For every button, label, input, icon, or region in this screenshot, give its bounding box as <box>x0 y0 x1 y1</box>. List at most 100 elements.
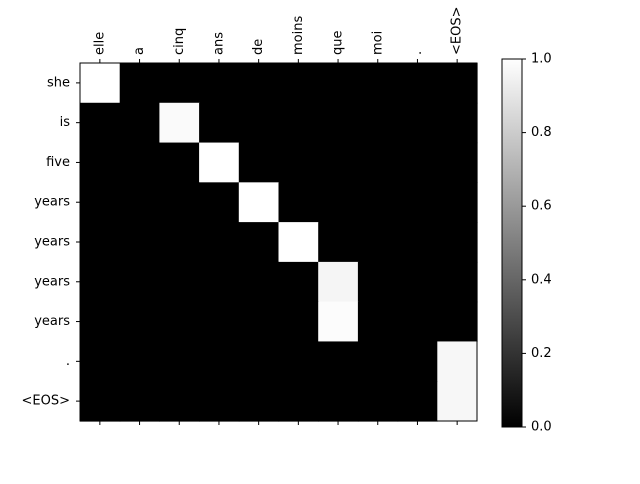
colorbar-tick-label: 0.6 <box>531 199 552 214</box>
heatmap-cell <box>159 63 200 104</box>
heatmap-cell <box>119 381 160 422</box>
heatmap-cell <box>238 381 280 422</box>
heatmap-cell <box>357 142 399 183</box>
x-tick-label: elle <box>92 32 107 55</box>
x-tick-label: . <box>410 51 425 55</box>
heatmap-cell <box>437 261 478 303</box>
heatmap-cell <box>437 63 478 104</box>
heatmap-cell <box>397 301 438 343</box>
y-tick-label: years <box>34 235 70 250</box>
heatmap-cell <box>318 102 359 144</box>
heatmap-cell <box>397 261 438 303</box>
heatmap-cell <box>437 341 478 382</box>
heatmap-cell <box>159 381 200 422</box>
heatmap-cell <box>80 301 121 343</box>
heatmap-cell <box>159 102 200 144</box>
heatmap-cell <box>80 102 121 144</box>
heatmap-cells <box>80 63 478 422</box>
heatmap-cell <box>238 301 280 343</box>
y-tick-label: <EOS> <box>22 394 70 409</box>
heatmap-cell <box>437 301 478 343</box>
x-tick-label: moins <box>291 16 306 55</box>
y-tick-label: years <box>34 274 70 289</box>
heatmap-cell <box>238 63 280 104</box>
heatmap-cell <box>199 301 240 343</box>
heatmap-cell <box>357 341 399 382</box>
colorbar-tick-label: 0.4 <box>531 272 552 287</box>
heatmap-cell <box>238 182 280 223</box>
heatmap-cell <box>199 142 240 183</box>
x-tick-label: cinq <box>172 28 187 55</box>
heatmap-cell <box>80 63 121 104</box>
heatmap-cell <box>278 261 319 303</box>
y-axis: she is five years years years years. <EOS> <box>22 75 80 409</box>
heatmap-cell <box>119 142 160 183</box>
heatmap-cell <box>238 222 280 263</box>
colorbar-tick-label: 0.2 <box>531 346 552 361</box>
heatmap-cell <box>80 182 121 223</box>
heatmap-cell <box>318 341 359 382</box>
heatmap-cell <box>278 102 319 144</box>
colorbar-tick-label: 0.8 <box>531 125 552 140</box>
heatmap-cell <box>397 381 438 422</box>
heatmap-cell <box>397 102 438 144</box>
heatmap-cell <box>199 341 240 382</box>
y-tick-label: five <box>46 155 70 170</box>
heatmap-cell <box>437 222 478 263</box>
heatmap-cell <box>159 142 200 183</box>
x-tick-label: <EOS> <box>450 7 465 55</box>
heatmap-cell <box>80 222 121 263</box>
heatmap-cell <box>357 63 399 104</box>
colorbar-ticks: 0.0 0.2 0.4 0.6 0.8 1.0 <box>522 52 552 435</box>
x-tick-label: de <box>251 39 266 55</box>
heatmap-cell <box>119 261 160 303</box>
colorbar-tick-label: 1.0 <box>531 52 552 67</box>
heatmap-cell <box>80 142 121 183</box>
colorbar: 0.0 0.2 0.4 0.6 0.8 1.0 <box>501 52 552 435</box>
x-tick-label: moi <box>370 31 385 55</box>
heatmap-cell <box>278 381 319 422</box>
heatmap-cell <box>357 222 399 263</box>
y-tick-label: . <box>66 354 70 369</box>
heatmap-cell <box>437 142 478 183</box>
heatmap-cell <box>119 182 160 223</box>
x-tick-label: ans <box>211 32 226 55</box>
heatmap-cell <box>199 182 240 223</box>
heatmap-cell <box>318 301 359 343</box>
heatmap-cell <box>80 261 121 303</box>
heatmap-cell <box>199 381 240 422</box>
heatmap-cell <box>318 142 359 183</box>
x-axis-bottom-ticks <box>99 421 458 425</box>
heatmap-cell <box>238 142 280 183</box>
heatmap-cell <box>437 102 478 144</box>
heatmap-cell <box>119 102 160 144</box>
heatmap-cell <box>278 63 319 104</box>
heatmap-cell <box>80 341 121 382</box>
heatmap-cell <box>397 341 438 382</box>
heatmap-cell <box>199 222 240 263</box>
heatmap-cell <box>238 102 280 144</box>
heatmap-cell <box>437 381 478 422</box>
heatmap-cell <box>199 102 240 144</box>
heatmap-cell <box>318 381 359 422</box>
heatmap-cell <box>159 182 200 223</box>
heatmap-cell <box>397 142 438 183</box>
y-tick-label: is <box>60 115 71 130</box>
heatmap-cell <box>238 341 280 382</box>
y-tick-label: years <box>34 314 70 329</box>
heatmap-cell <box>318 63 359 104</box>
heatmap-cell <box>278 301 319 343</box>
heatmap-cell <box>199 63 240 104</box>
heatmap-cell <box>397 182 438 223</box>
heatmap-cell <box>357 102 399 144</box>
heatmap-cell <box>318 182 359 223</box>
heatmap-cell <box>357 261 399 303</box>
heatmap-cell <box>278 222 319 263</box>
heatmap-cell <box>238 261 280 303</box>
heatmap-cell <box>159 222 200 263</box>
x-tick-label: que <box>331 31 346 56</box>
heatmap-cell <box>357 182 399 223</box>
y-tick-label: she <box>47 75 70 90</box>
